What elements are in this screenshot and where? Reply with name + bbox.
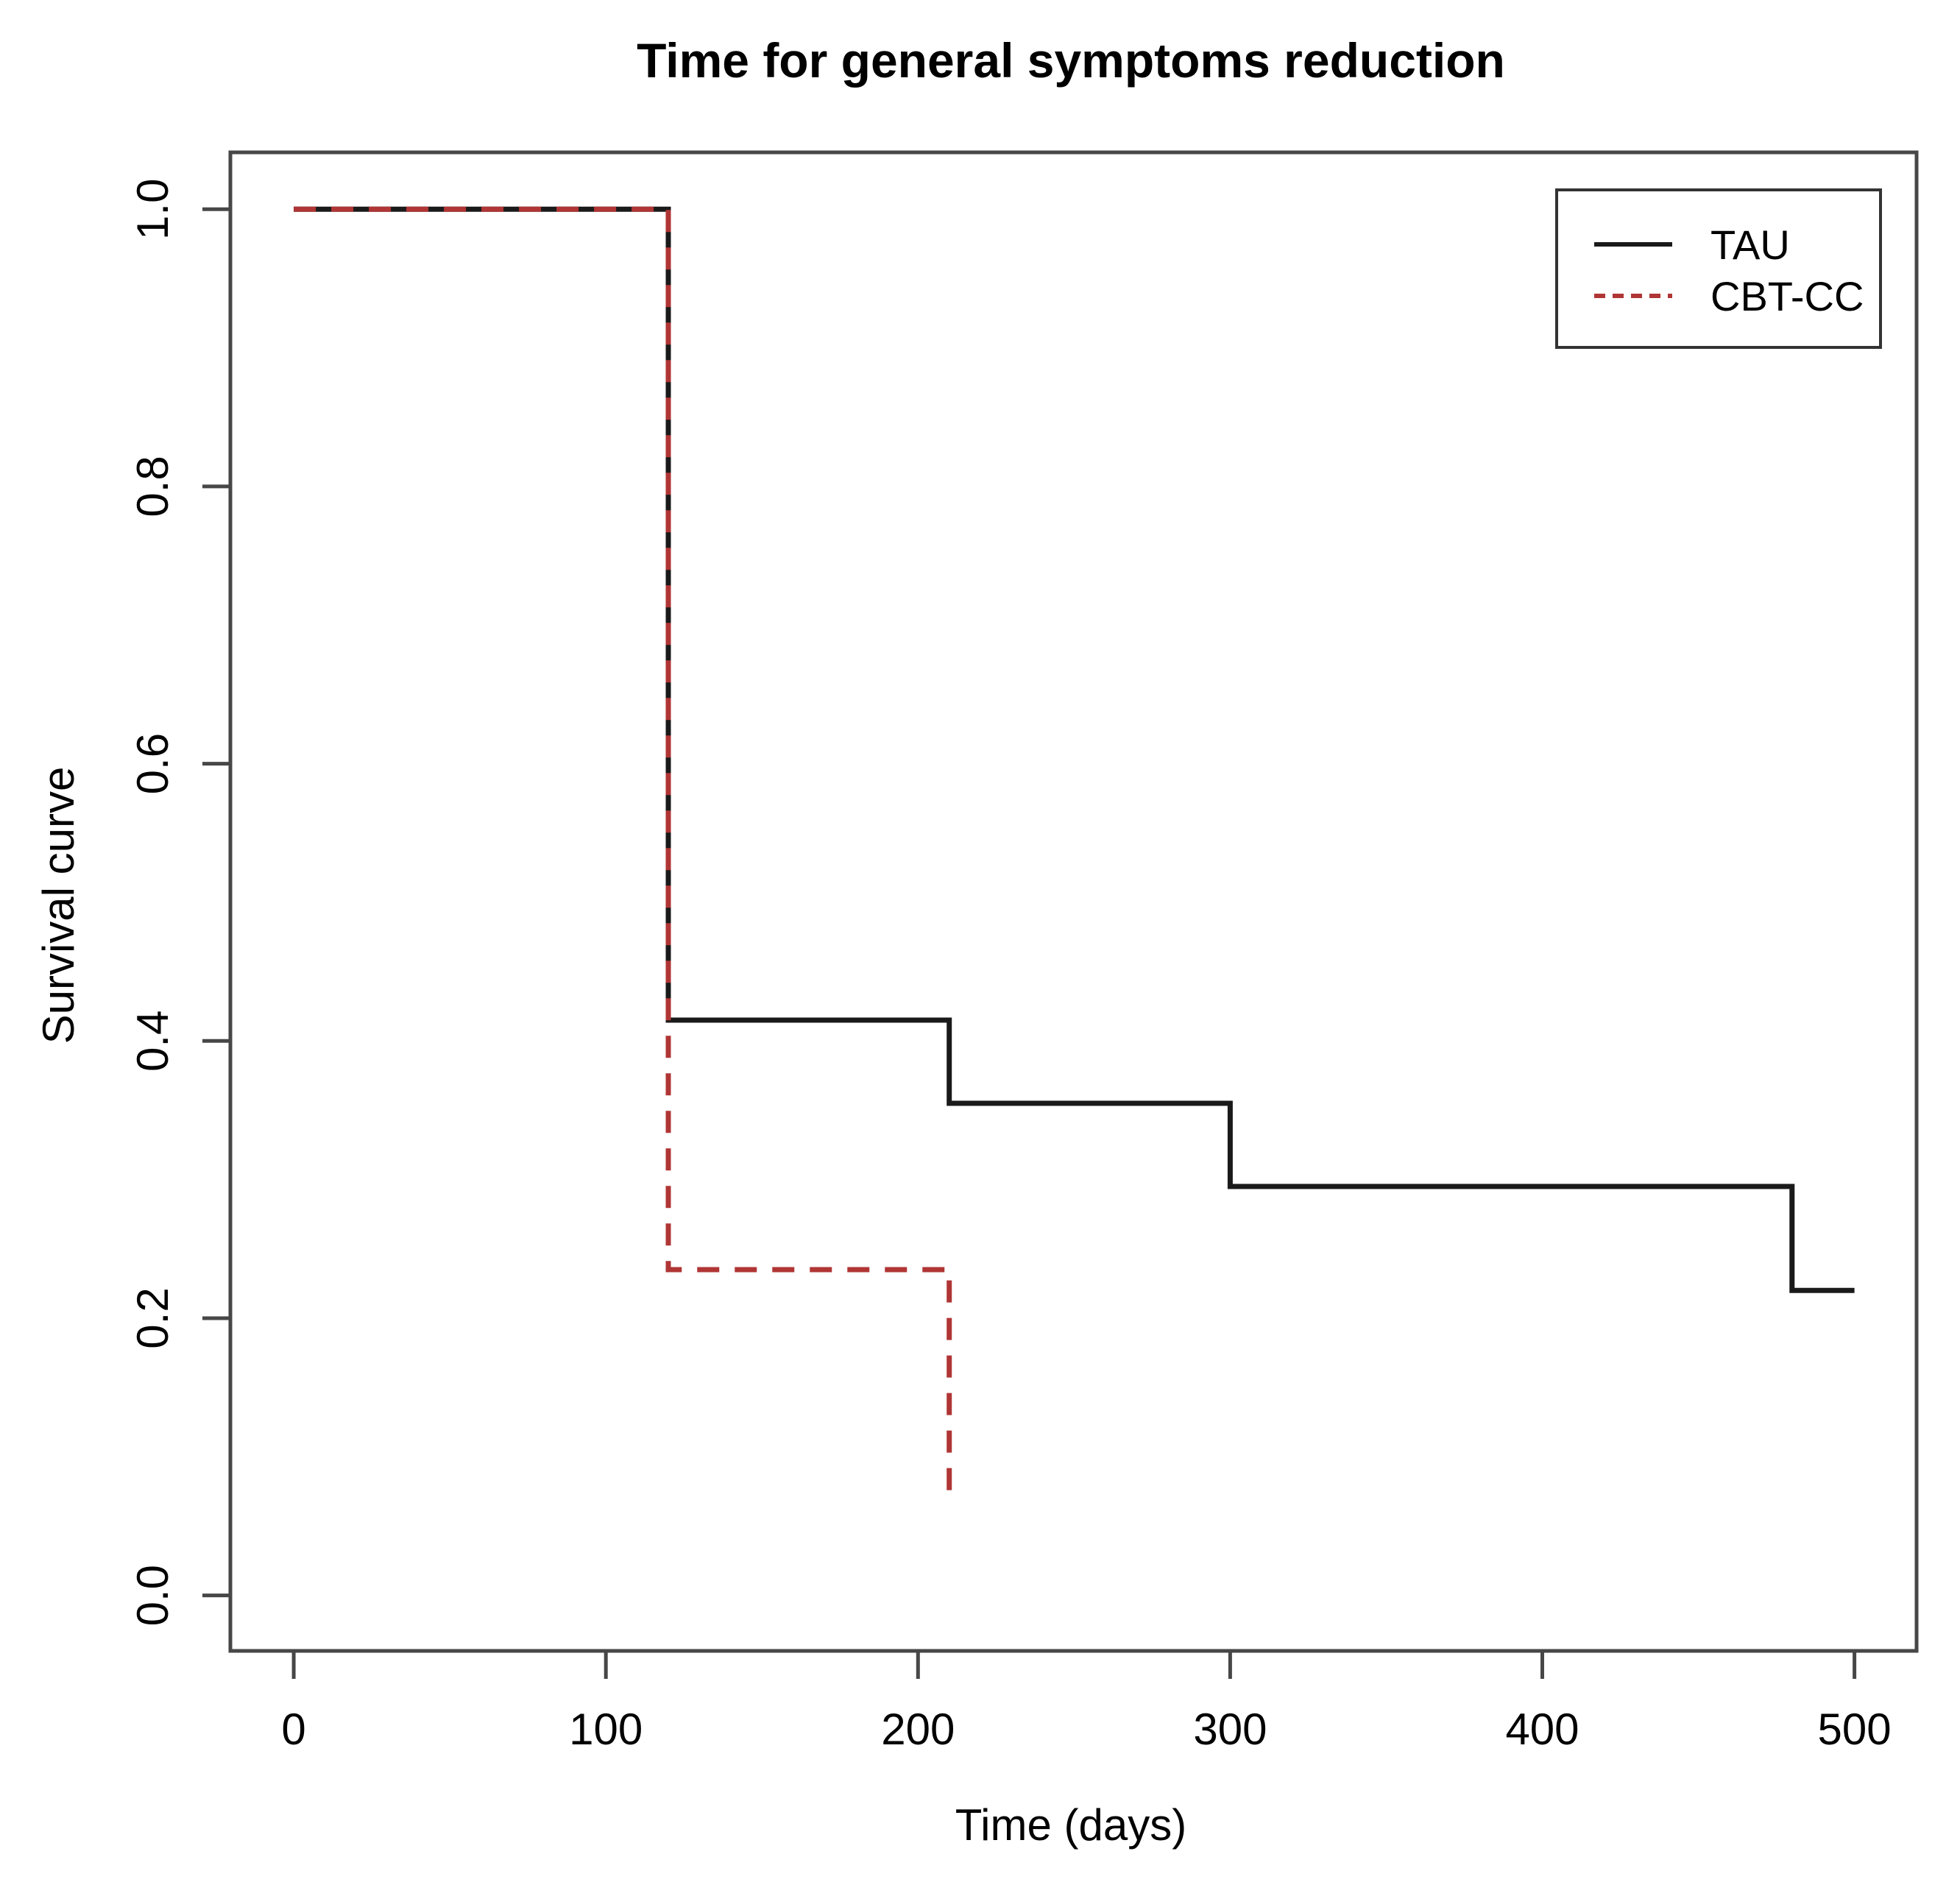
legend-box	[1555, 188, 1882, 349]
legend-label-cbtcc: CBT-CC	[1710, 273, 1864, 319]
chart-title: Time for general symptoms reduction	[637, 33, 1505, 88]
y-tick-label: 1.0	[128, 179, 177, 240]
series-tau	[294, 206, 1855, 1293]
series-cbt-cc	[294, 206, 952, 1506]
legend: TAU CBT-CC	[1555, 188, 1882, 349]
y-tick-label: 0.0	[128, 1565, 177, 1626]
x-axis-label: Time (days)	[955, 1800, 1186, 1850]
y-tick-label: 0.6	[128, 733, 177, 794]
y-axis-label: Survival curve	[34, 767, 83, 1044]
legend-label-tau: TAU	[1710, 222, 1790, 268]
x-tick-label: 200	[881, 1705, 955, 1754]
plot-border	[228, 150, 1919, 1653]
y-tick-label: 0.4	[128, 1011, 177, 1072]
plot-area: 0 100 200 300 400 500 0.0 0.2 0.4 0.6 0.8 1.0	[128, 150, 1919, 1754]
x-tick-label: 300	[1193, 1705, 1267, 1754]
y-tick-label: 0.8	[128, 456, 177, 517]
x-tick-label: 0	[281, 1705, 305, 1754]
x-tick-label: 100	[569, 1705, 643, 1754]
x-tick-label: 400	[1505, 1705, 1579, 1754]
y-tick-label: 0.2	[128, 1287, 177, 1348]
x-tick-label: 500	[1818, 1705, 1892, 1754]
